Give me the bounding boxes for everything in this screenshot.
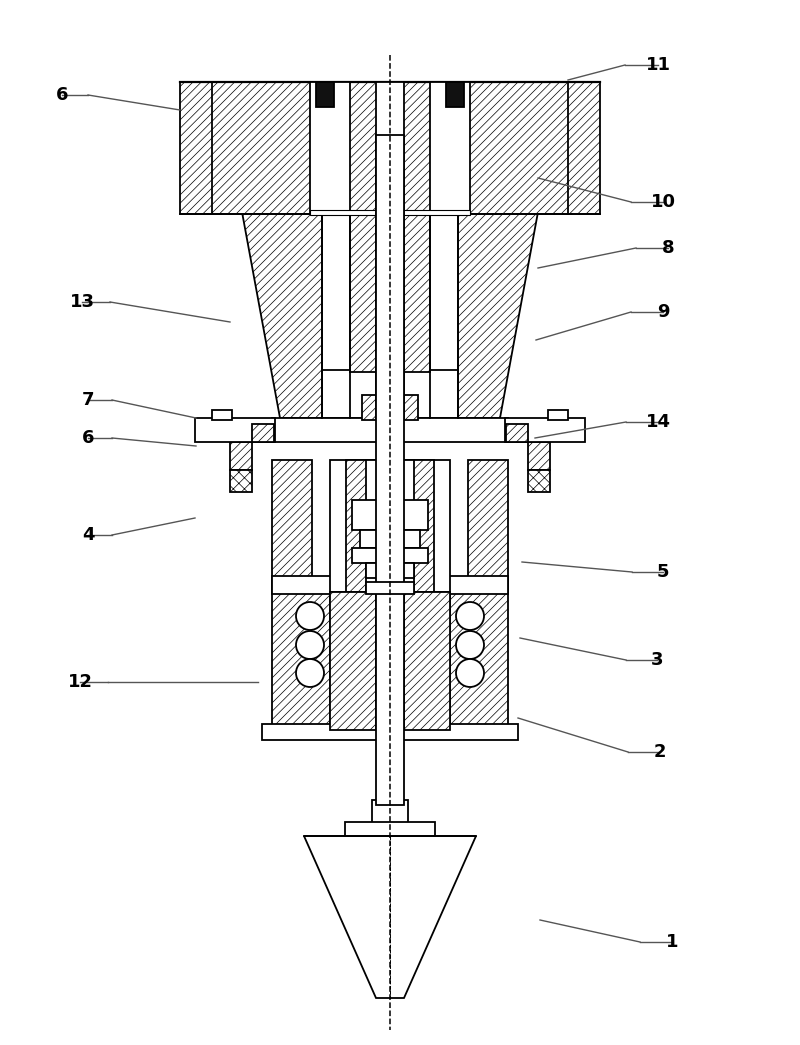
Bar — [330, 593, 450, 730]
Bar — [346, 460, 434, 593]
Text: 10: 10 — [650, 193, 675, 211]
Bar — [528, 442, 550, 470]
Bar — [272, 576, 508, 594]
Bar — [322, 212, 458, 418]
Bar — [372, 800, 408, 830]
Text: 12: 12 — [67, 673, 93, 691]
Text: 11: 11 — [646, 56, 670, 74]
Bar — [430, 82, 470, 214]
Text: 8: 8 — [662, 239, 674, 257]
Bar — [230, 442, 252, 470]
Bar — [568, 82, 600, 214]
Text: 9: 9 — [657, 303, 670, 321]
Bar — [366, 582, 414, 594]
Bar — [446, 82, 464, 107]
Circle shape — [456, 631, 484, 659]
Text: 3: 3 — [650, 651, 663, 669]
Text: 4: 4 — [82, 526, 94, 544]
Bar — [345, 822, 435, 836]
Bar — [376, 82, 404, 214]
Bar — [272, 593, 508, 730]
Bar — [506, 424, 528, 442]
Text: 1: 1 — [666, 933, 678, 951]
Polygon shape — [304, 836, 476, 998]
Bar — [350, 212, 430, 372]
Bar — [376, 593, 404, 730]
Bar — [310, 82, 350, 214]
Text: 2: 2 — [654, 743, 666, 761]
Bar — [366, 563, 414, 578]
Bar — [505, 418, 585, 442]
Text: 7: 7 — [82, 391, 94, 409]
Bar — [212, 410, 232, 420]
Text: 14: 14 — [646, 413, 670, 431]
Bar — [352, 500, 428, 530]
Bar — [316, 82, 334, 107]
Bar — [272, 460, 312, 593]
Circle shape — [296, 631, 324, 659]
Bar — [404, 593, 450, 730]
Bar — [272, 418, 508, 442]
Circle shape — [456, 659, 484, 687]
Bar — [376, 135, 404, 805]
Bar — [330, 460, 450, 593]
Bar — [180, 82, 212, 214]
Polygon shape — [242, 212, 538, 418]
Bar — [548, 410, 568, 420]
Circle shape — [296, 659, 324, 687]
Bar — [366, 460, 414, 593]
Circle shape — [296, 602, 324, 630]
Text: 13: 13 — [70, 293, 94, 311]
Bar — [208, 82, 572, 214]
Text: 6: 6 — [82, 429, 94, 447]
Bar — [528, 470, 550, 492]
Bar — [252, 424, 274, 442]
Text: 6: 6 — [56, 86, 68, 104]
Bar — [330, 593, 376, 730]
Circle shape — [456, 602, 484, 630]
Bar — [468, 460, 508, 593]
Bar — [195, 418, 275, 442]
Bar — [230, 470, 252, 492]
Bar — [352, 548, 428, 563]
Bar — [362, 395, 418, 420]
Text: 5: 5 — [657, 563, 670, 581]
Bar — [376, 212, 404, 418]
Bar — [360, 530, 420, 548]
Bar — [262, 724, 518, 740]
Bar — [310, 210, 470, 215]
